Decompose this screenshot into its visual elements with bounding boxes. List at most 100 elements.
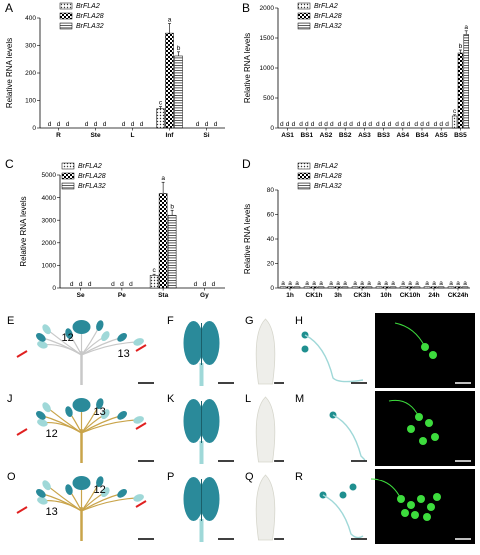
flower-bud bbox=[37, 496, 48, 505]
significance-letter: a bbox=[425, 280, 429, 287]
significance-letter: d bbox=[203, 281, 207, 288]
legend-swatch-brfla32 bbox=[59, 22, 73, 30]
significance-letter: d bbox=[122, 121, 126, 128]
significance-letter: d bbox=[311, 121, 315, 128]
y-tick-label: 3000 bbox=[42, 217, 57, 224]
y-tick-label: 80 bbox=[267, 187, 275, 194]
y-tick-label: 500 bbox=[263, 95, 274, 102]
x-tick-label: AS2 bbox=[320, 132, 333, 139]
x-tick-label: CK24h bbox=[448, 292, 469, 299]
significance-letter: d bbox=[48, 121, 52, 128]
photo-panel-s: S bbox=[370, 469, 475, 544]
significance-letter: d bbox=[66, 121, 70, 128]
significance-letter: d bbox=[426, 121, 430, 128]
flower-bud bbox=[36, 411, 46, 420]
y-axis-title: Relative RNA levels bbox=[19, 196, 28, 266]
significance-letter: a bbox=[295, 280, 299, 287]
legend-swatch-brfla32 bbox=[297, 22, 311, 30]
y-tick-label: 200 bbox=[25, 70, 36, 77]
significance-letter: b bbox=[459, 43, 463, 50]
flower-bud bbox=[42, 324, 51, 335]
y-axis-title: Relative RNA levels bbox=[5, 38, 14, 108]
photo-panels-layer: 12 13 E F G H I 12 13 J K L M N 13 12 O P Q R S bbox=[5, 313, 475, 544]
red-arrow bbox=[135, 500, 147, 508]
significance-letter: d bbox=[88, 281, 92, 288]
x-tick-label: Inf bbox=[166, 132, 175, 139]
y-tick-label: 5000 bbox=[42, 172, 57, 179]
legend-label-brfla2: BrFLA2 bbox=[314, 3, 338, 10]
significance-letter: d bbox=[103, 121, 107, 128]
panel-letter-l: L bbox=[245, 393, 251, 405]
bar-brfla28 bbox=[310, 286, 318, 289]
x-tick-label: Ste bbox=[90, 132, 101, 139]
significance-letter: d bbox=[401, 121, 405, 128]
x-tick-label: AS5 bbox=[435, 132, 448, 139]
pollen-grain bbox=[301, 345, 309, 353]
flower-bud bbox=[133, 416, 144, 424]
red-arrow bbox=[135, 344, 147, 352]
significance-letter: a bbox=[288, 280, 292, 287]
photo-panel-p: P bbox=[165, 469, 238, 544]
y-tick-label: 100 bbox=[25, 98, 36, 105]
bar-brfla28 bbox=[286, 286, 294, 289]
bar-brfla2 bbox=[303, 286, 311, 289]
significance-letter: d bbox=[79, 281, 83, 288]
panel-letter-f: F bbox=[167, 315, 174, 327]
panel-letter-q: Q bbox=[245, 471, 254, 483]
stage-label: 12 bbox=[46, 428, 58, 440]
significance-letter: d bbox=[292, 121, 296, 128]
panel-letter-m: M bbox=[295, 393, 304, 405]
bar-brfla32 bbox=[293, 286, 301, 289]
gfp-pollen-grain bbox=[429, 351, 437, 359]
y-tick-label: 1000 bbox=[42, 263, 57, 270]
anther-lobe bbox=[199, 321, 220, 365]
bar-brfla2 bbox=[399, 286, 407, 289]
legend-swatch-brfla2 bbox=[61, 162, 75, 170]
significance-letter: d bbox=[318, 121, 322, 128]
y-tick-label: 4000 bbox=[42, 195, 57, 202]
panel-letter-c: C bbox=[5, 157, 14, 171]
gfp-pollen-grain bbox=[417, 495, 425, 503]
bar-brfla28 bbox=[382, 286, 390, 289]
y-tick-label: 40 bbox=[267, 236, 275, 243]
significance-letter: a bbox=[305, 280, 309, 287]
photo-background bbox=[375, 469, 475, 544]
significance-letter: a bbox=[464, 24, 468, 31]
gfp-pollen-grain bbox=[427, 503, 435, 511]
legend-swatch-brfla28 bbox=[61, 172, 75, 180]
x-tick-label: AS3 bbox=[358, 132, 371, 139]
significance-letter: a bbox=[161, 175, 165, 182]
x-tick-label: CK10h bbox=[400, 292, 421, 299]
significance-letter: d bbox=[214, 121, 218, 128]
x-tick-label: 3h bbox=[334, 292, 342, 299]
x-tick-label: Se bbox=[77, 292, 85, 299]
significance-letter: d bbox=[85, 121, 89, 128]
photo-panel-e: 12 13 E bbox=[5, 313, 158, 388]
bar-brfla28 bbox=[406, 286, 414, 289]
gfp-pollen-tube bbox=[388, 399, 420, 418]
significance-letter: d bbox=[338, 121, 342, 128]
bar-brfla32 bbox=[167, 214, 177, 289]
panel-letter-s: S bbox=[377, 471, 384, 483]
photo-panel-h: H bbox=[293, 313, 371, 388]
bar-brfla2 bbox=[351, 286, 359, 289]
photo-panel-n: N bbox=[375, 391, 475, 466]
y-tick-label: 60 bbox=[267, 212, 275, 219]
significance-letter: d bbox=[445, 121, 449, 128]
apex-bud-cluster bbox=[72, 398, 91, 412]
flower-bud bbox=[96, 320, 104, 331]
bar-brfla32 bbox=[365, 286, 373, 289]
significance-letter: a bbox=[391, 280, 395, 287]
red-arrow bbox=[135, 422, 147, 430]
significance-letter: d bbox=[205, 121, 209, 128]
legend-label-brfla32: BrFLA32 bbox=[314, 183, 342, 190]
panel-letter-d: D bbox=[242, 157, 251, 171]
panel-letter-p: P bbox=[167, 471, 174, 483]
panel-letter-o: O bbox=[7, 471, 16, 483]
flower-bud bbox=[36, 489, 46, 498]
legend-label-brfla32: BrFLA32 bbox=[314, 23, 342, 30]
x-tick-label: Sta bbox=[158, 292, 169, 299]
significance-letter: d bbox=[349, 121, 353, 128]
significance-letter: b bbox=[177, 45, 181, 52]
photo-background bbox=[293, 469, 371, 544]
